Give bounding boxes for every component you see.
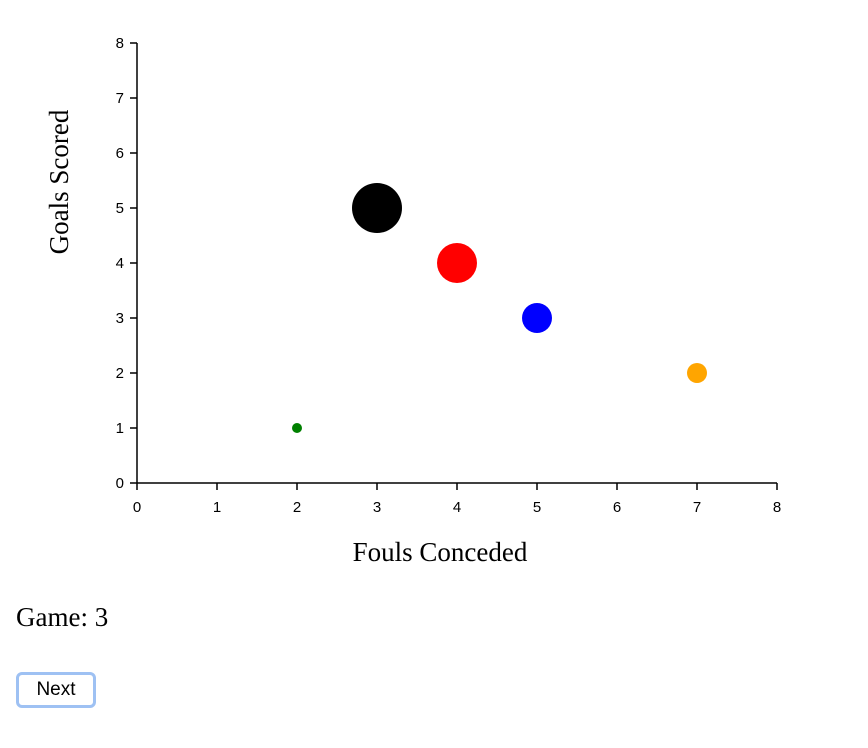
next-button[interactable]: Next [16,672,96,708]
data-point [437,243,477,283]
x-tick-label: 0 [133,499,141,516]
x-tick-label: 8 [773,499,781,516]
x-tick-label: 5 [533,499,541,516]
x-axis: 0 1 2 3 4 5 6 7 8 [133,482,781,516]
x-tick-label: 2 [293,499,301,516]
data-points [292,183,707,433]
y-axis: 0 1 2 3 4 5 6 7 8 [116,35,138,492]
y-tick-label: 0 [116,475,124,492]
x-tick-label: 6 [613,499,621,516]
y-tick-label: 5 [116,200,124,217]
x-tick-label: 7 [693,499,701,516]
x-tick-label: 4 [453,499,461,516]
y-tick-label: 1 [116,420,124,437]
x-tick-label: 1 [213,499,221,516]
y-tick-label: 6 [116,145,124,162]
data-point [352,183,402,233]
y-axis-title: Goals Scored [44,109,74,254]
game-counter: Game: 3 [16,602,109,632]
data-point [687,363,707,383]
x-axis-title: Fouls Conceded [353,537,528,567]
y-tick-label: 3 [116,310,124,327]
x-tick-label: 3 [373,499,381,516]
y-tick-label: 2 [116,365,124,382]
y-tick-label: 7 [116,90,124,107]
scatter-chart: 0 1 2 3 4 5 6 7 8 0 1 2 3 4 5 6 7 8 Fouls Conceded Goals… [44,35,781,567]
y-tick-label: 4 [116,255,124,272]
y-tick-label: 8 [116,35,124,52]
data-point [292,423,302,433]
data-point [522,303,552,333]
